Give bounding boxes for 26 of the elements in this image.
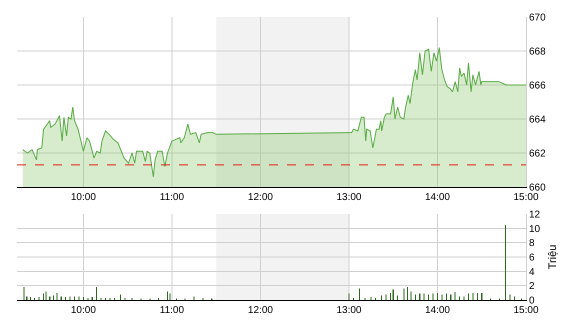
y-tick-label: 664 bbox=[529, 114, 546, 126]
x-tick-label: 13:00 bbox=[336, 305, 362, 316]
y-tick-label: 12 bbox=[529, 210, 541, 220]
x-tick-label: 13:00 bbox=[336, 192, 362, 203]
x-tick-label: 15:00 bbox=[513, 305, 539, 316]
y-tick-label: 10 bbox=[529, 224, 541, 235]
x-tick-label: 10:00 bbox=[70, 192, 96, 203]
x-tick-label: 14:00 bbox=[424, 305, 450, 316]
y-tick-label: 6 bbox=[529, 252, 535, 264]
y-tick-label: 670 bbox=[529, 12, 546, 24]
y-tick-label: 0 bbox=[529, 296, 535, 306]
x-tick-label: 14:00 bbox=[424, 192, 450, 203]
y-tick-label: 668 bbox=[529, 46, 546, 58]
y-tick-label: 666 bbox=[529, 80, 546, 92]
x-tick-label: 10:00 bbox=[70, 305, 96, 316]
y-tick-label: 4 bbox=[529, 266, 535, 278]
x-tick-label: 11:00 bbox=[160, 192, 184, 203]
x-tick-label: 15:00 bbox=[513, 192, 539, 203]
y-tick-label: 662 bbox=[529, 148, 546, 160]
y-tick-label: 8 bbox=[529, 238, 535, 250]
x-tick-label: 12:00 bbox=[248, 305, 274, 316]
y-tick-label: 660 bbox=[529, 182, 546, 194]
x-tick-label: 12:00 bbox=[248, 192, 274, 203]
y-tick-label: 2 bbox=[529, 281, 535, 292]
y-axis-title: Triệu bbox=[546, 244, 559, 270]
x-tick-label: 11:00 bbox=[160, 305, 184, 316]
